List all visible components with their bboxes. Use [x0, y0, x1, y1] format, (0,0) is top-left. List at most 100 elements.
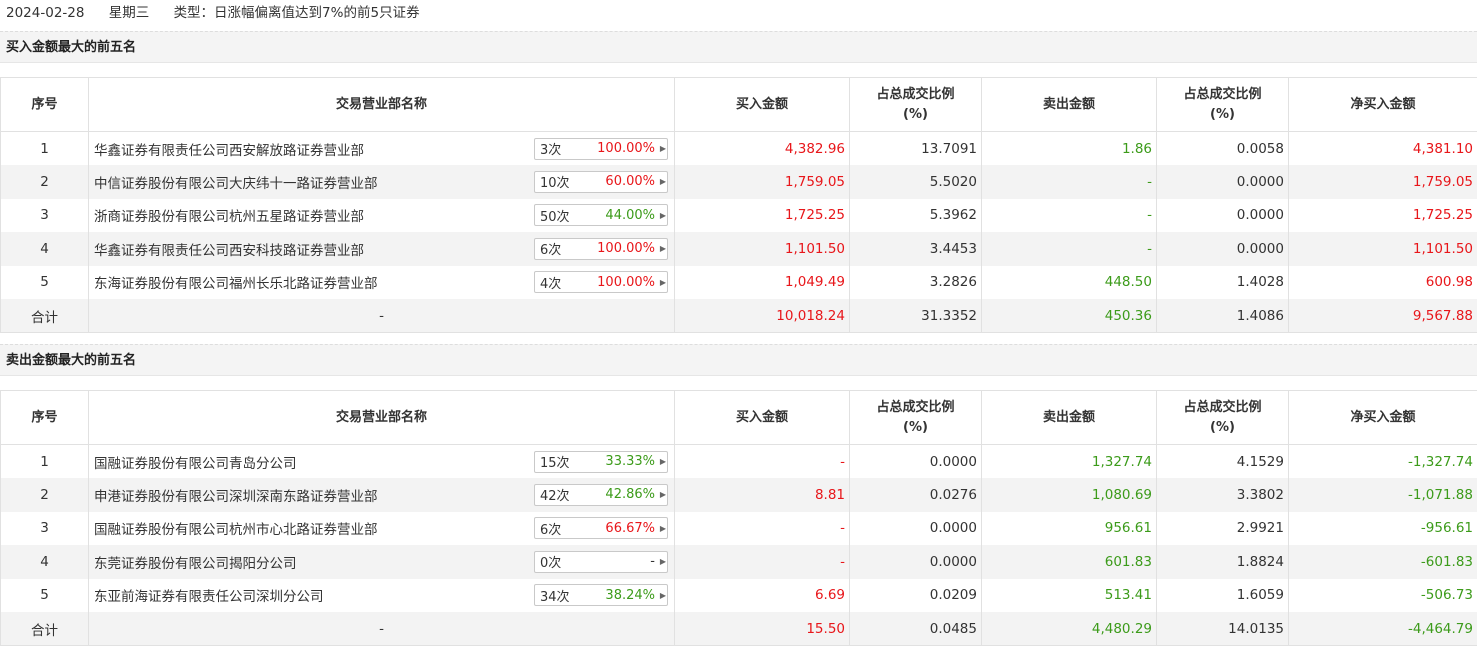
col-sell-header: 卖出金额: [981, 77, 1157, 132]
win-rate: 38.24%: [605, 587, 655, 603]
sell-section-title: 卖出金额最大的前五名: [0, 344, 1477, 376]
dept-name-link[interactable]: 申港证券股份有限公司深圳深南东路证券营业部: [94, 488, 378, 505]
sell-amount: 956.61: [981, 511, 1157, 545]
row-index: 5: [0, 578, 89, 612]
chevron-right-icon: ▶: [659, 590, 667, 600]
trade-date: 2024-02-28: [6, 5, 85, 21]
col-buy-ratio-header: 占总成交比例 (%): [849, 390, 982, 445]
appearance-stats-toggle[interactable]: 0次 - ▶: [534, 550, 668, 573]
dept-cell: 东莞证券股份有限公司揭阳分公司 0次 - ▶: [88, 545, 675, 579]
dept-name-link[interactable]: 浙商证券股份有限公司杭州五星路证券营业部: [94, 209, 364, 226]
buy-ratio: 0.0000: [849, 511, 982, 545]
total-dept: -: [88, 299, 675, 333]
buy-amount: 1,759.05: [674, 165, 850, 199]
sell-ratio: 1.4028: [1156, 265, 1289, 299]
appearance-count: 34次: [540, 589, 570, 605]
appearance-stats-toggle[interactable]: 10次 60.00% ▶: [534, 170, 668, 193]
dept-name-link[interactable]: 中信证券股份有限公司大庆纬十一路证券营业部: [94, 175, 378, 192]
appearance-stats-toggle[interactable]: 15次 33.33% ▶: [534, 450, 668, 473]
dept-cell: 申港证券股份有限公司深圳深南东路证券营业部 42次 42.86% ▶: [88, 478, 675, 512]
appearance-count: 6次: [540, 243, 562, 259]
table-row: 4 华鑫证券有限责任公司西安科技路证券营业部 6次 100.00% ▶ 1,101.50 3…: [0, 232, 1477, 266]
net-amount: -506.73: [1288, 578, 1477, 612]
buy-amount: -: [674, 545, 850, 579]
appearance-count: 4次: [540, 276, 562, 292]
total-row: 合计 -10,018.24 31.3352 450.36 1.4086 9,567.88: [0, 299, 1477, 333]
dept-name-link[interactable]: 东莞证券股份有限公司揭阳分公司: [94, 555, 297, 572]
col-sell-ratio-header: 占总成交比例 (%): [1156, 390, 1289, 445]
total-row: 合计 -15.50 0.0485 4,480.29 14.0135 -4,464.79: [0, 612, 1477, 646]
buy-ratio: 3.4453: [849, 232, 982, 266]
dept-name-link[interactable]: 华鑫证券有限责任公司西安科技路证券营业部: [94, 242, 364, 259]
chevron-right-icon: ▶: [659, 457, 667, 466]
dept-cell: 东海证券股份有限公司福州长乐北路证券营业部 4次 100.00% ▶: [88, 265, 675, 299]
table-row: 2 申港证券股份有限公司深圳深南东路证券营业部 42次 42.86% ▶ 8.81 0.02…: [0, 478, 1477, 512]
total-net-amount: 9,567.88: [1288, 299, 1477, 333]
total-buy-amount: 10,018.24: [674, 299, 850, 333]
win-rate: 60.00%: [605, 174, 655, 190]
buy-ratio: 0.0276: [849, 478, 982, 512]
appearance-stats-toggle[interactable]: 4次 100.00% ▶: [534, 271, 668, 294]
buy-ratio: 5.5020: [849, 165, 982, 199]
total-dept: -: [88, 612, 675, 646]
chevron-right-icon: ▶: [659, 177, 667, 187]
dept-name-link[interactable]: 东亚前海证券有限责任公司深圳分公司: [94, 589, 324, 606]
header-line: 占总成交比例: [1183, 399, 1262, 415]
appearance-count: 10次: [540, 176, 570, 192]
sell-amount: -: [981, 165, 1157, 199]
sell-amount: 1.86: [981, 131, 1157, 165]
table-row: 2 中信证券股份有限公司大庆纬十一路证券营业部 10次 60.00% ▶ 1,759.05…: [0, 165, 1477, 199]
net-amount: 1,759.05: [1288, 165, 1477, 199]
sell-amount: -: [981, 232, 1157, 266]
dept-name-link[interactable]: 国融证券股份有限公司青岛分公司: [94, 455, 297, 472]
sell-ratio: 1.6059: [1156, 578, 1289, 612]
dept-cell: 浙商证券股份有限公司杭州五星路证券营业部 50次 44.00% ▶: [88, 198, 675, 232]
row-index: 4: [0, 545, 89, 579]
win-rate: 66.67%: [605, 520, 655, 536]
buy-amount: 8.81: [674, 478, 850, 512]
win-rate: -: [650, 554, 655, 570]
col-index-header: 序号: [0, 77, 89, 132]
total-buy-amount: 15.50: [674, 612, 850, 646]
appearance-stats-toggle[interactable]: 42次 42.86% ▶: [534, 483, 668, 506]
sell-ratio: 1.8824: [1156, 545, 1289, 579]
header-unit: (%): [1210, 419, 1235, 435]
table-row: 3 国融证券股份有限公司杭州市心北路证券营业部 6次 66.67% ▶ -0.0000 95…: [0, 511, 1477, 545]
dept-name-link[interactable]: 国融证券股份有限公司杭州市心北路证券营业部: [94, 522, 378, 539]
buy-amount: 1,725.25: [674, 198, 850, 232]
table-header-row: 序号 交易营业部名称 买入金额 占总成交比例 (%) 卖出金额 占总成交比例 (%)…: [0, 77, 1477, 132]
dept-name-link[interactable]: 华鑫证券有限责任公司西安解放路证券营业部: [94, 142, 364, 159]
net-amount: -601.83: [1288, 545, 1477, 579]
buy-section-title: 买入金额最大的前五名: [0, 31, 1477, 63]
col-dept-header: 交易营业部名称: [88, 390, 675, 445]
win-rate: 42.86%: [605, 487, 655, 503]
sell-amount: 448.50: [981, 265, 1157, 299]
header-bar: 2024-02-28 星期三 类型：日涨幅偏离值达到7%的前5只证券: [0, 0, 1477, 28]
win-rate: 100.00%: [597, 274, 655, 290]
row-index: 2: [0, 478, 89, 512]
appearance-stats-toggle[interactable]: 6次 100.00% ▶: [534, 237, 668, 260]
col-buy-header: 买入金额: [674, 77, 850, 132]
col-dept-header: 交易营业部名称: [88, 77, 675, 132]
row-index: 5: [0, 265, 89, 299]
chevron-right-icon: ▶: [659, 277, 667, 287]
appearance-stats-toggle[interactable]: 50次 44.00% ▶: [534, 204, 668, 227]
chevron-right-icon: ▶: [659, 144, 667, 153]
table-row: 5 东亚前海证券有限责任公司深圳分公司 34次 38.24% ▶ 6.69 0.0209 51…: [0, 578, 1477, 612]
net-amount: -956.61: [1288, 511, 1477, 545]
total-sell-amount: 450.36: [981, 299, 1157, 333]
header-line: 占总成交比例: [1183, 86, 1262, 102]
appearance-stats-toggle[interactable]: 6次 66.67% ▶: [534, 517, 668, 540]
total-label: 合计: [0, 612, 89, 646]
win-rate: 44.00%: [605, 207, 655, 223]
appearance-count: 15次: [540, 456, 570, 471]
buy-amount: 4,382.96: [674, 131, 850, 165]
dept-name-link[interactable]: 东海证券股份有限公司福州长乐北路证券营业部: [94, 276, 378, 293]
appearance-stats-toggle[interactable]: 3次 100.00% ▶: [534, 137, 668, 160]
appearance-stats-toggle[interactable]: 34次 38.24% ▶: [534, 584, 668, 607]
sell-ratio: 0.0000: [1156, 165, 1289, 199]
sell-amount: 513.41: [981, 578, 1157, 612]
row-index: 1: [0, 444, 89, 478]
list-type: 类型：日涨幅偏离值达到7%的前5只证券: [173, 5, 420, 21]
win-rate: 100.00%: [597, 241, 655, 257]
